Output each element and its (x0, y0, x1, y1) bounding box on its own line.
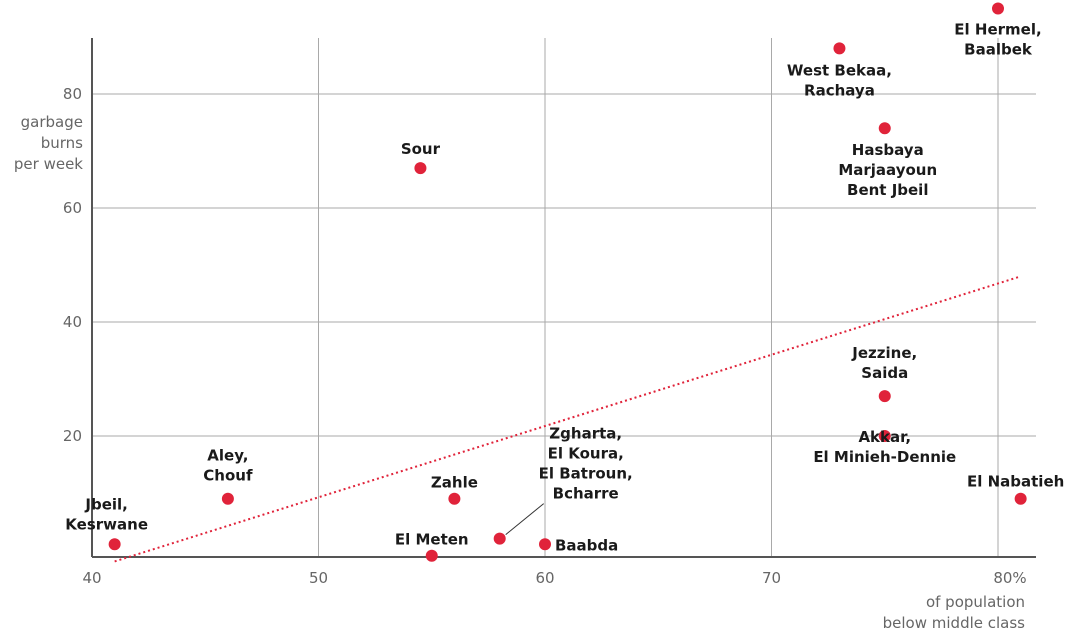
y-tick-label: 20 (63, 427, 82, 445)
data-point-label: El Meten (395, 531, 469, 549)
data-point-label-line: Kesrwane (65, 515, 148, 533)
label-leader-line (505, 503, 545, 535)
data-point-label-line: Baalbek (964, 41, 1033, 59)
data-point-label-line: Jezzine, (851, 344, 917, 362)
data-point-label-line: Saida (861, 364, 908, 382)
data-point-label-line: Zahle (431, 474, 478, 492)
data-point-label: Zahle (431, 474, 478, 492)
data-point (448, 492, 461, 505)
data-point-label-line: Hasbaya (852, 141, 924, 159)
data-point-label: Sour (401, 140, 441, 158)
y-axis-title-line: per week (14, 155, 83, 173)
data-point-label-line: Jbeil, (84, 495, 127, 513)
y-axis-title: garbage burns per week (14, 113, 83, 173)
data-point (878, 390, 891, 403)
data-point-label-line: Bent Jbeil (847, 181, 928, 199)
y-tick-label: 80 (63, 85, 82, 103)
data-point-label-line: Sour (401, 140, 441, 158)
y-tick-label: 60 (63, 199, 82, 217)
data-point-label-line: El Meten (395, 531, 469, 549)
data-point-label-line: West Bekaa, (787, 61, 892, 79)
x-tick-label: 70 (762, 569, 781, 587)
data-point (493, 532, 506, 545)
data-point-label: Aley, Chouf (203, 447, 253, 485)
data-point (878, 430, 891, 442)
data-point-label: Jezzine, Saida (851, 344, 917, 382)
x-axis-title-line: below middle class (883, 614, 1026, 632)
data-point-label: West Bekaa, Rachaya (787, 61, 892, 99)
x-axis-title-line: of population (926, 593, 1025, 611)
data-point-label-line: Akkar, (858, 428, 911, 446)
data-point-label-line: Zgharta, (549, 425, 622, 443)
data-point (425, 549, 438, 562)
data-point-label-line: El Minieh-Dennie (813, 448, 956, 466)
data-point (539, 538, 551, 551)
y-axis-title-line: burns (41, 134, 83, 152)
data-point (1014, 492, 1027, 505)
x-tick-label: 60 (535, 569, 554, 587)
data-point-label-line: Chouf (203, 467, 253, 485)
data-point-label-line: El Nabatieh (967, 473, 1064, 491)
x-tick-label: 50 (309, 569, 328, 587)
data-point (992, 2, 1004, 15)
data-point-label-line: Bcharre (553, 485, 619, 503)
data-point-label: Akkar, El Minieh-Dennie (813, 428, 956, 466)
data-point-label-line: El Hermel, (954, 21, 1041, 39)
data-point-label-line: El Koura, (548, 445, 624, 463)
x-tick-label: 40 (82, 569, 101, 587)
data-point (878, 122, 891, 135)
data-point-label: Baabda (555, 536, 618, 554)
data-point (108, 538, 121, 551)
x-axis-title: of population below middle class (883, 593, 1026, 632)
trend-line (114, 275, 1021, 563)
y-axis-title-line: garbage (21, 113, 83, 131)
y-tick-label: 40 (63, 313, 82, 331)
data-point-label-line: Rachaya (804, 81, 875, 99)
data-point-label-line: El Batroun, (539, 465, 633, 483)
data-point (221, 492, 234, 505)
data-point-label-line: Marjaayoun (838, 161, 937, 179)
data-point-label: Hasbaya Marjaayoun Bent Jbeil (838, 141, 937, 199)
data-point (414, 162, 427, 175)
data-point-label: Zgharta, El Koura, El Batroun, Bcharre (539, 425, 633, 503)
data-point-label: El Nabatieh (967, 473, 1064, 491)
x-tick-label: 80% (993, 569, 1026, 587)
data-point-label: El Hermel, Baalbek (954, 21, 1041, 59)
data-point-label-line: Aley, (207, 447, 248, 465)
data-point-label: Jbeil, Kesrwane (65, 495, 148, 533)
data-point (833, 42, 846, 55)
data-point-label-line: Baabda (555, 536, 618, 554)
